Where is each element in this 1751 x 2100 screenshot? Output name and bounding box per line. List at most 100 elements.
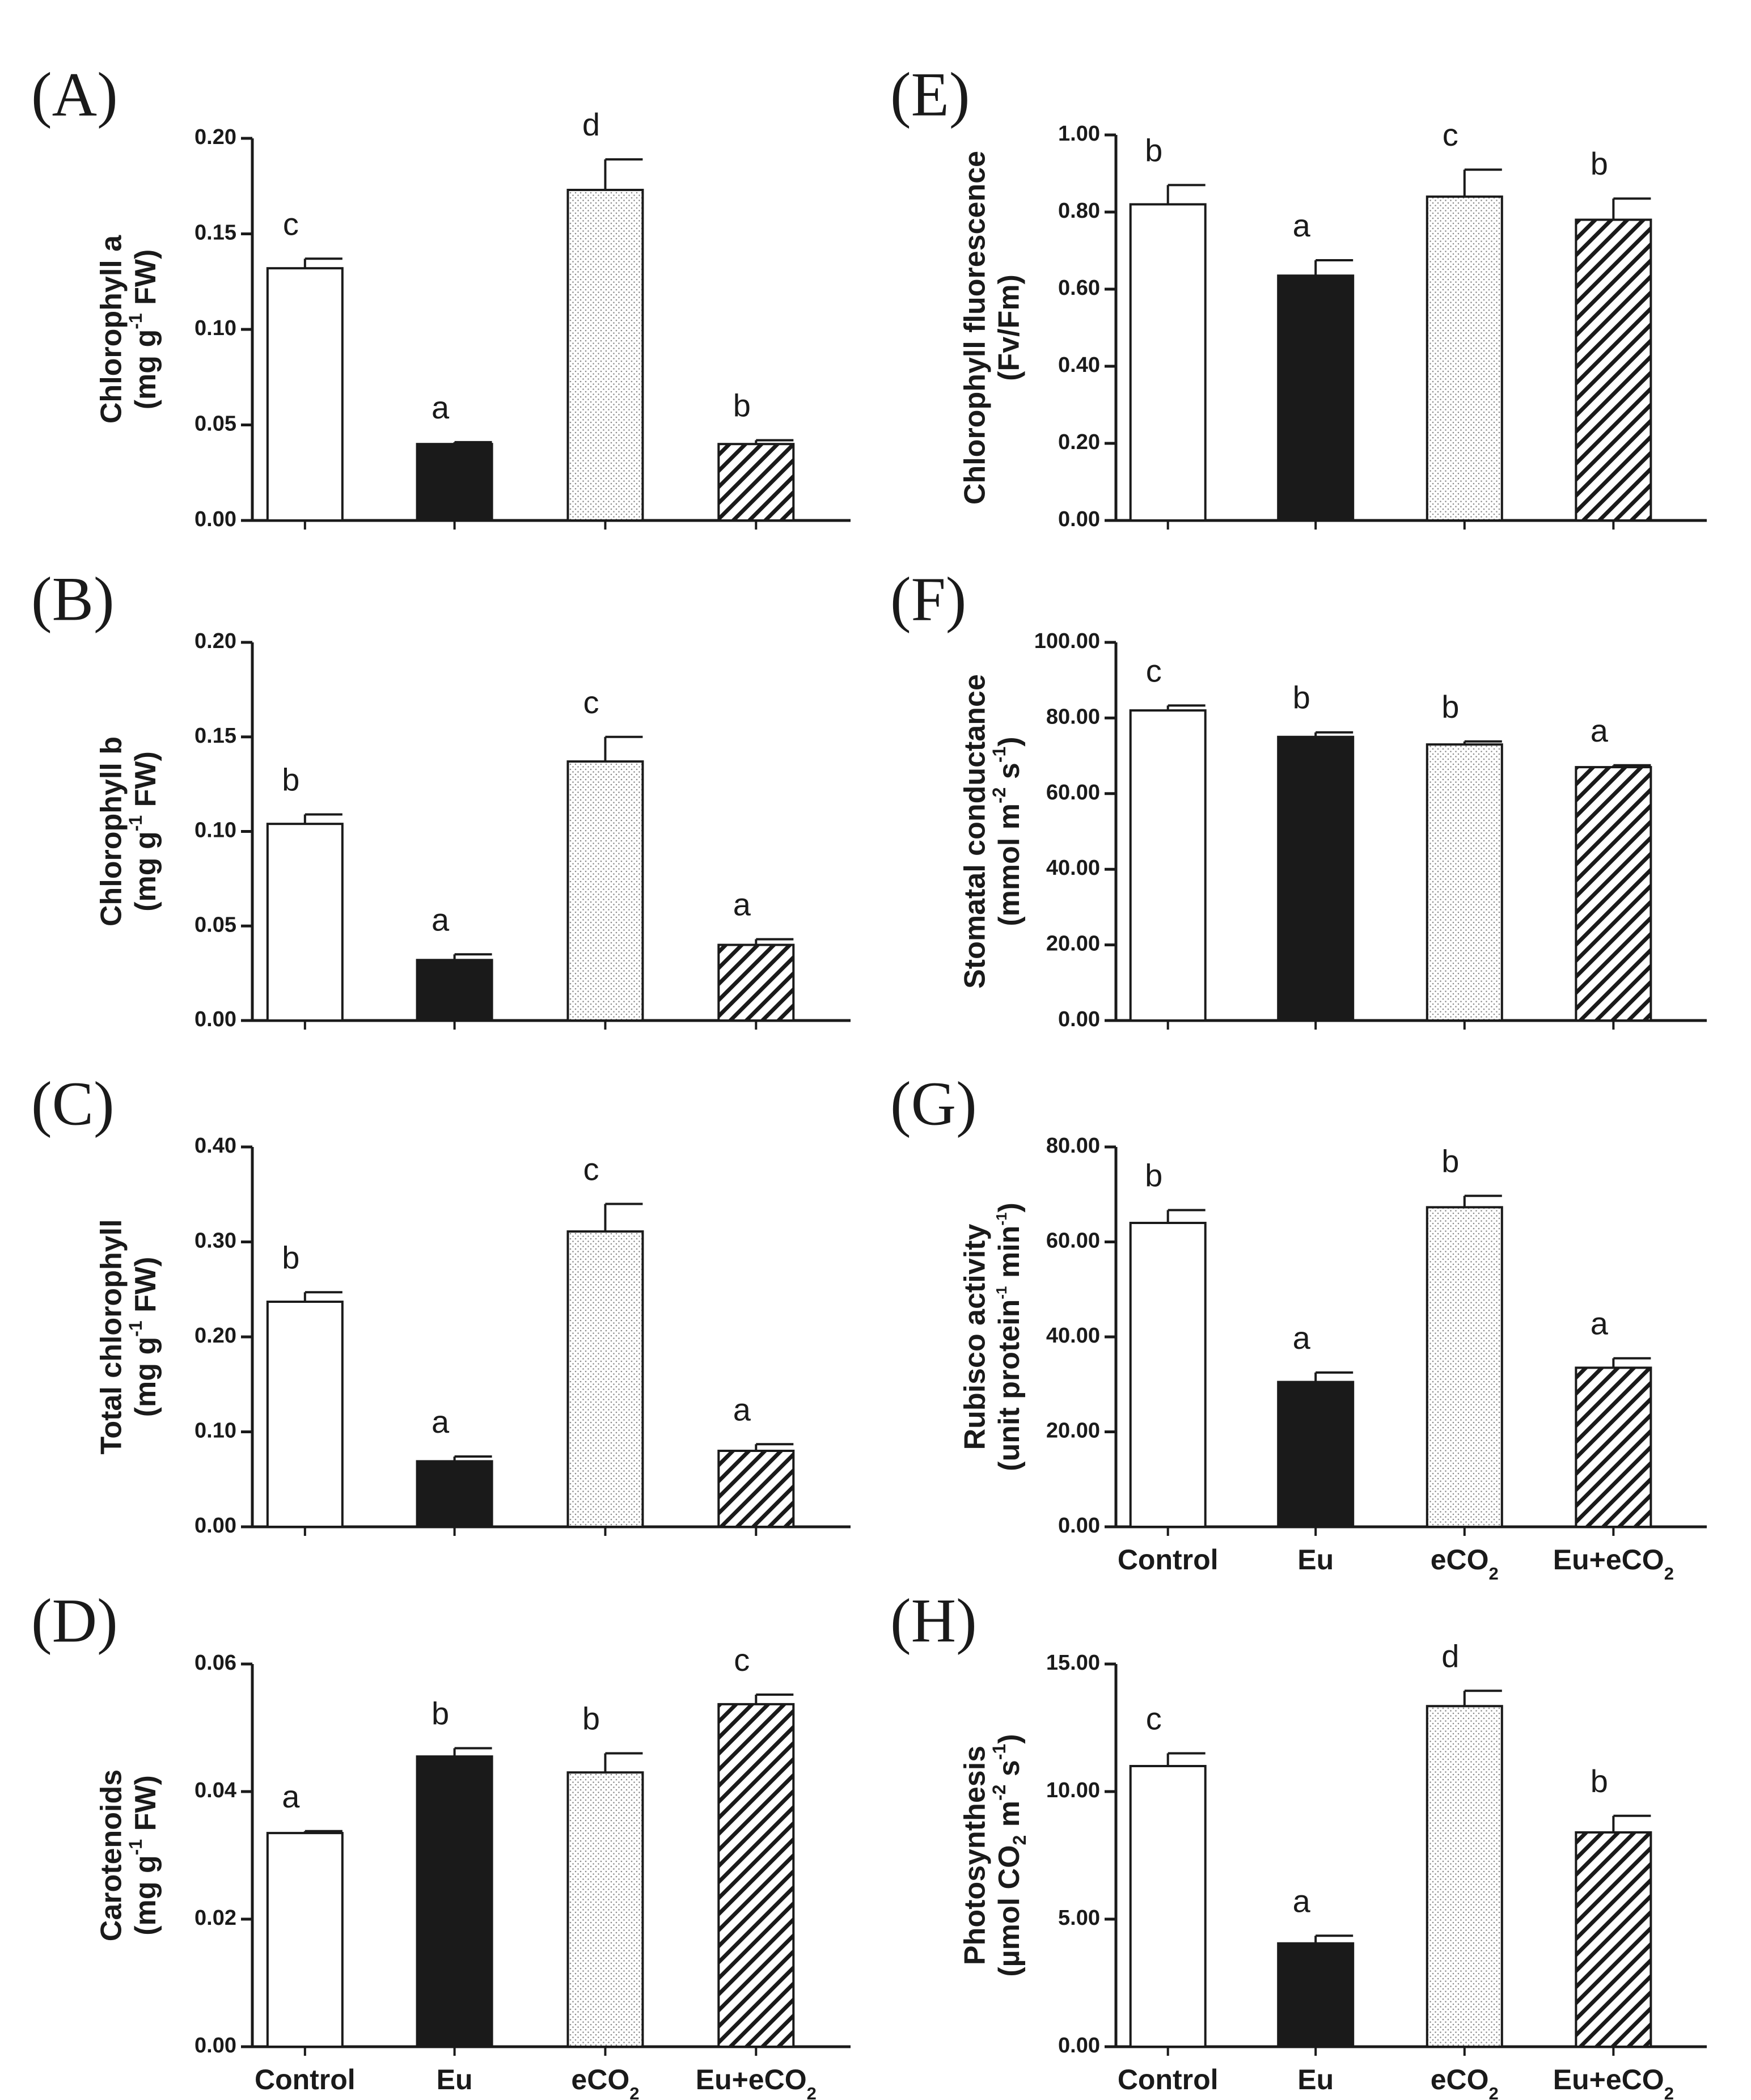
y-tick-label: 0.40	[1058, 353, 1100, 377]
y-tick-label: 0.00	[194, 1007, 236, 1031]
bar-eu	[1277, 735, 1355, 1022]
y-tick-label: 0.00	[1058, 1514, 1100, 1538]
y-axis-title: (mmol m-2 s-1)	[989, 736, 1025, 926]
label-part: Eu	[1297, 2064, 1334, 2095]
significance-letter: b	[1591, 146, 1608, 181]
bar-control	[266, 1832, 344, 2048]
significance-letter: a	[1591, 713, 1609, 748]
category-label: Eu	[1297, 2064, 1334, 2095]
label-part: -1	[125, 1320, 146, 1336]
y-tick-label: 0.00	[1058, 1007, 1100, 1031]
label-part: 2	[1664, 2084, 1674, 2100]
bar-eu	[416, 959, 493, 1022]
label-part: 2	[807, 2084, 817, 2100]
bar-eu	[416, 1460, 493, 1529]
y-axis-title: Rubisco activity	[959, 1224, 992, 1450]
y-tick-label: 10.00	[1046, 1779, 1100, 1802]
significance-letter: c	[1443, 117, 1458, 153]
y-tick-label: 1.00	[1058, 122, 1100, 146]
label-part: (mg g	[129, 831, 162, 912]
panel-label: (B)	[31, 564, 115, 633]
y-axis-title: (µmol CO2 m-2 s-1)	[989, 1734, 1030, 1976]
y-axis-title: (mg g-1 FW)	[125, 249, 162, 410]
label-part: -1	[989, 747, 1009, 763]
label-part: Control	[1118, 2064, 1219, 2095]
significance-letter: a	[432, 1404, 450, 1439]
significance-letter: a	[1293, 208, 1311, 243]
panel-label: (C)	[31, 1069, 115, 1138]
significance-letter: c	[1146, 1701, 1162, 1737]
y-tick-label: 0.10	[194, 316, 236, 340]
label-part: )	[993, 1203, 1026, 1212]
label-part: 2	[629, 2084, 639, 2100]
significance-letter: d	[1441, 1638, 1459, 1674]
significance-letter: b	[282, 761, 299, 797]
chart-panel: (H) 0.00 5.00 10.00 15.00 Photosynthesis (µmol…	[890, 1586, 1707, 2100]
category-label: Control	[1118, 1544, 1219, 1576]
y-tick-label: 0.10	[194, 819, 236, 842]
significance-letter: d	[582, 107, 600, 142]
panel-label: (G)	[890, 1069, 977, 1138]
label-part: )	[993, 1734, 1026, 1743]
label-part: (mg g	[129, 329, 162, 410]
y-tick-label: 0.06	[194, 1651, 236, 1675]
y-tick-label: 0.20	[194, 629, 236, 653]
label-part: eCO	[1431, 1544, 1489, 1576]
label-part: -1	[993, 1212, 1010, 1225]
significance-letter: a	[1293, 1883, 1311, 1919]
y-axis-title: (unit protein-1 min-1)	[993, 1203, 1026, 1471]
bar-eu-eco2	[1575, 218, 1652, 522]
chart-panel: (F) 0.00 20.00 40.00 60.00 80.00 100.00 Stomata…	[890, 564, 1707, 1031]
y-tick-label: 60.00	[1046, 781, 1100, 805]
y-axis-title: Total chlorophyll	[95, 1219, 128, 1454]
significance-letter: b	[1145, 1157, 1162, 1193]
panel-label: (F)	[890, 564, 966, 633]
bar-control	[266, 823, 344, 1022]
significance-letter: a	[1591, 1306, 1609, 1341]
bar-eu-eco2	[717, 443, 795, 522]
y-tick-label: 15.00	[1046, 1651, 1100, 1675]
label-part: m	[993, 1801, 1026, 1835]
bar-eco2	[566, 1230, 644, 1528]
bar-eco2	[1426, 743, 1503, 1022]
category-label: eCO2	[1431, 1544, 1499, 1584]
label-part: (mg g	[129, 1855, 162, 1936]
label-part: eCO	[1431, 2064, 1489, 2095]
bar-eu-eco2	[1575, 1366, 1652, 1528]
y-tick-label: 0.00	[1058, 507, 1100, 531]
y-tick-label: 0.05	[194, 412, 236, 436]
label-part: -1	[125, 815, 146, 831]
significance-letter: a	[733, 1391, 751, 1427]
y-tick-label: 0.40	[194, 1134, 236, 1158]
label-part: 2	[1664, 1564, 1674, 1584]
significance-letter: a	[432, 389, 450, 425]
bar-control	[1129, 709, 1207, 1022]
bar-eco2	[1426, 1206, 1503, 1529]
y-tick-label: 0.15	[194, 221, 236, 245]
panel-label: (E)	[890, 60, 970, 129]
y-tick-label: 20.00	[1046, 932, 1100, 956]
y-tick-label: 100.00	[1034, 629, 1100, 653]
significance-letter: c	[583, 1151, 599, 1187]
label-part: -2	[989, 1785, 1009, 1801]
y-axis-title: Chlorophyll fluorescence	[959, 151, 992, 505]
significance-letter: b	[282, 1239, 299, 1275]
bar-control	[266, 1301, 344, 1528]
significance-letter: b	[1145, 132, 1162, 168]
y-axis-title: Photosynthesis	[959, 1746, 992, 1965]
bar-control	[1129, 1765, 1207, 2048]
bar-eu	[1277, 1381, 1355, 1528]
category-label: Eu	[1297, 1544, 1334, 1576]
label-part: FW)	[129, 1257, 162, 1321]
label-part: s	[993, 763, 1026, 787]
bar-eu	[1277, 1942, 1355, 2048]
significance-letter: b	[733, 387, 751, 423]
bar-eco2	[566, 188, 644, 522]
y-tick-label: 0.60	[1058, 276, 1100, 300]
label-part: (µmol CO	[993, 1845, 1026, 1976]
y-tick-label: 0.00	[194, 507, 236, 531]
y-tick-label: 0.80	[1058, 199, 1100, 223]
y-axis-title: (Fv/Fm)	[993, 274, 1026, 381]
y-tick-label: 0.00	[194, 1514, 236, 1538]
